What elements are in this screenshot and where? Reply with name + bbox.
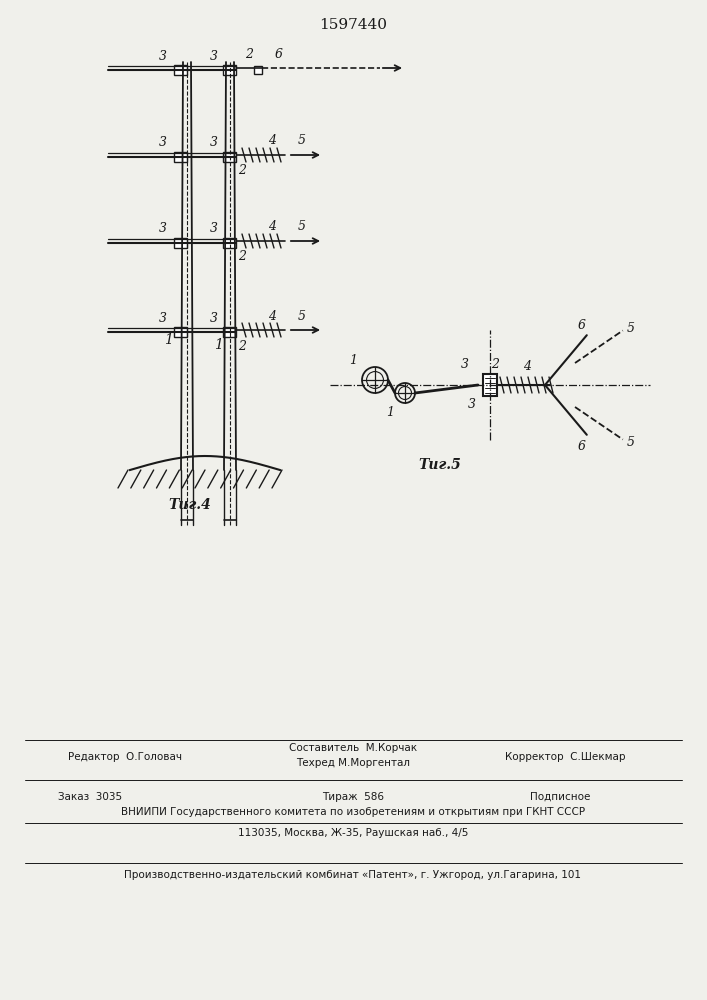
Text: 2: 2 <box>245 47 253 60</box>
Text: 6: 6 <box>578 319 586 332</box>
Text: 5: 5 <box>627 436 635 449</box>
Text: 6: 6 <box>578 440 586 453</box>
Bar <box>174 238 187 248</box>
Text: Производственно-издательский комбинат «Патент», г. Ужгород, ул.Гагарина, 101: Производственно-издательский комбинат «П… <box>124 870 581 880</box>
Text: 1: 1 <box>349 354 357 366</box>
Text: 3: 3 <box>210 312 218 324</box>
Text: 3: 3 <box>461 359 469 371</box>
Text: 1597440: 1597440 <box>319 18 387 32</box>
Text: 3: 3 <box>210 49 218 62</box>
Text: 3: 3 <box>468 398 476 412</box>
Bar <box>223 152 236 162</box>
Bar <box>174 65 187 75</box>
Text: 5: 5 <box>627 322 635 335</box>
Text: 4: 4 <box>268 134 276 147</box>
Text: Заказ  3035: Заказ 3035 <box>58 792 122 802</box>
Bar <box>223 238 236 248</box>
Text: 1: 1 <box>163 333 173 347</box>
Text: 5: 5 <box>298 134 306 147</box>
Text: 1: 1 <box>386 406 394 420</box>
Bar <box>223 65 236 75</box>
Text: Корректор  С.Шекмар: Корректор С.Шекмар <box>505 752 625 762</box>
Text: 3: 3 <box>159 49 167 62</box>
Text: Техред М.Моргентал: Техред М.Моргентал <box>296 758 410 768</box>
Text: Тираж  586: Тираж 586 <box>322 792 384 802</box>
Text: 5: 5 <box>298 310 306 322</box>
Text: 4: 4 <box>268 310 276 322</box>
Text: 2: 2 <box>238 340 246 353</box>
Text: 3: 3 <box>159 223 167 235</box>
Text: 3: 3 <box>159 312 167 324</box>
Text: 4: 4 <box>523 360 531 373</box>
Text: ВНИИПИ Государственного комитета по изобретениям и открытиям при ГКНТ СССР: ВНИИПИ Государственного комитета по изоб… <box>121 807 585 817</box>
Text: 1: 1 <box>214 338 223 352</box>
Text: Τиг.5: Τиг.5 <box>419 458 462 472</box>
Text: 6: 6 <box>275 47 283 60</box>
Bar <box>483 374 497 396</box>
Text: Τиг.4: Τиг.4 <box>169 498 211 512</box>
Text: Редактор  О.Головач: Редактор О.Головач <box>68 752 182 762</box>
Bar <box>174 327 187 337</box>
Text: 2: 2 <box>238 250 246 263</box>
Text: 3: 3 <box>159 136 167 149</box>
Text: 5: 5 <box>298 221 306 233</box>
Bar <box>254 66 262 74</box>
Text: 2: 2 <box>238 164 246 178</box>
Text: 3: 3 <box>210 223 218 235</box>
Text: Составитель  М.Корчак: Составитель М.Корчак <box>289 743 417 753</box>
Text: 2: 2 <box>491 359 499 371</box>
Text: 4: 4 <box>268 221 276 233</box>
Text: 3: 3 <box>210 136 218 149</box>
Text: Подписное: Подписное <box>530 792 590 802</box>
Bar <box>174 152 187 162</box>
Bar <box>223 327 236 337</box>
Text: 113035, Москва, Ж-35, Раушская наб., 4/5: 113035, Москва, Ж-35, Раушская наб., 4/5 <box>238 828 468 838</box>
